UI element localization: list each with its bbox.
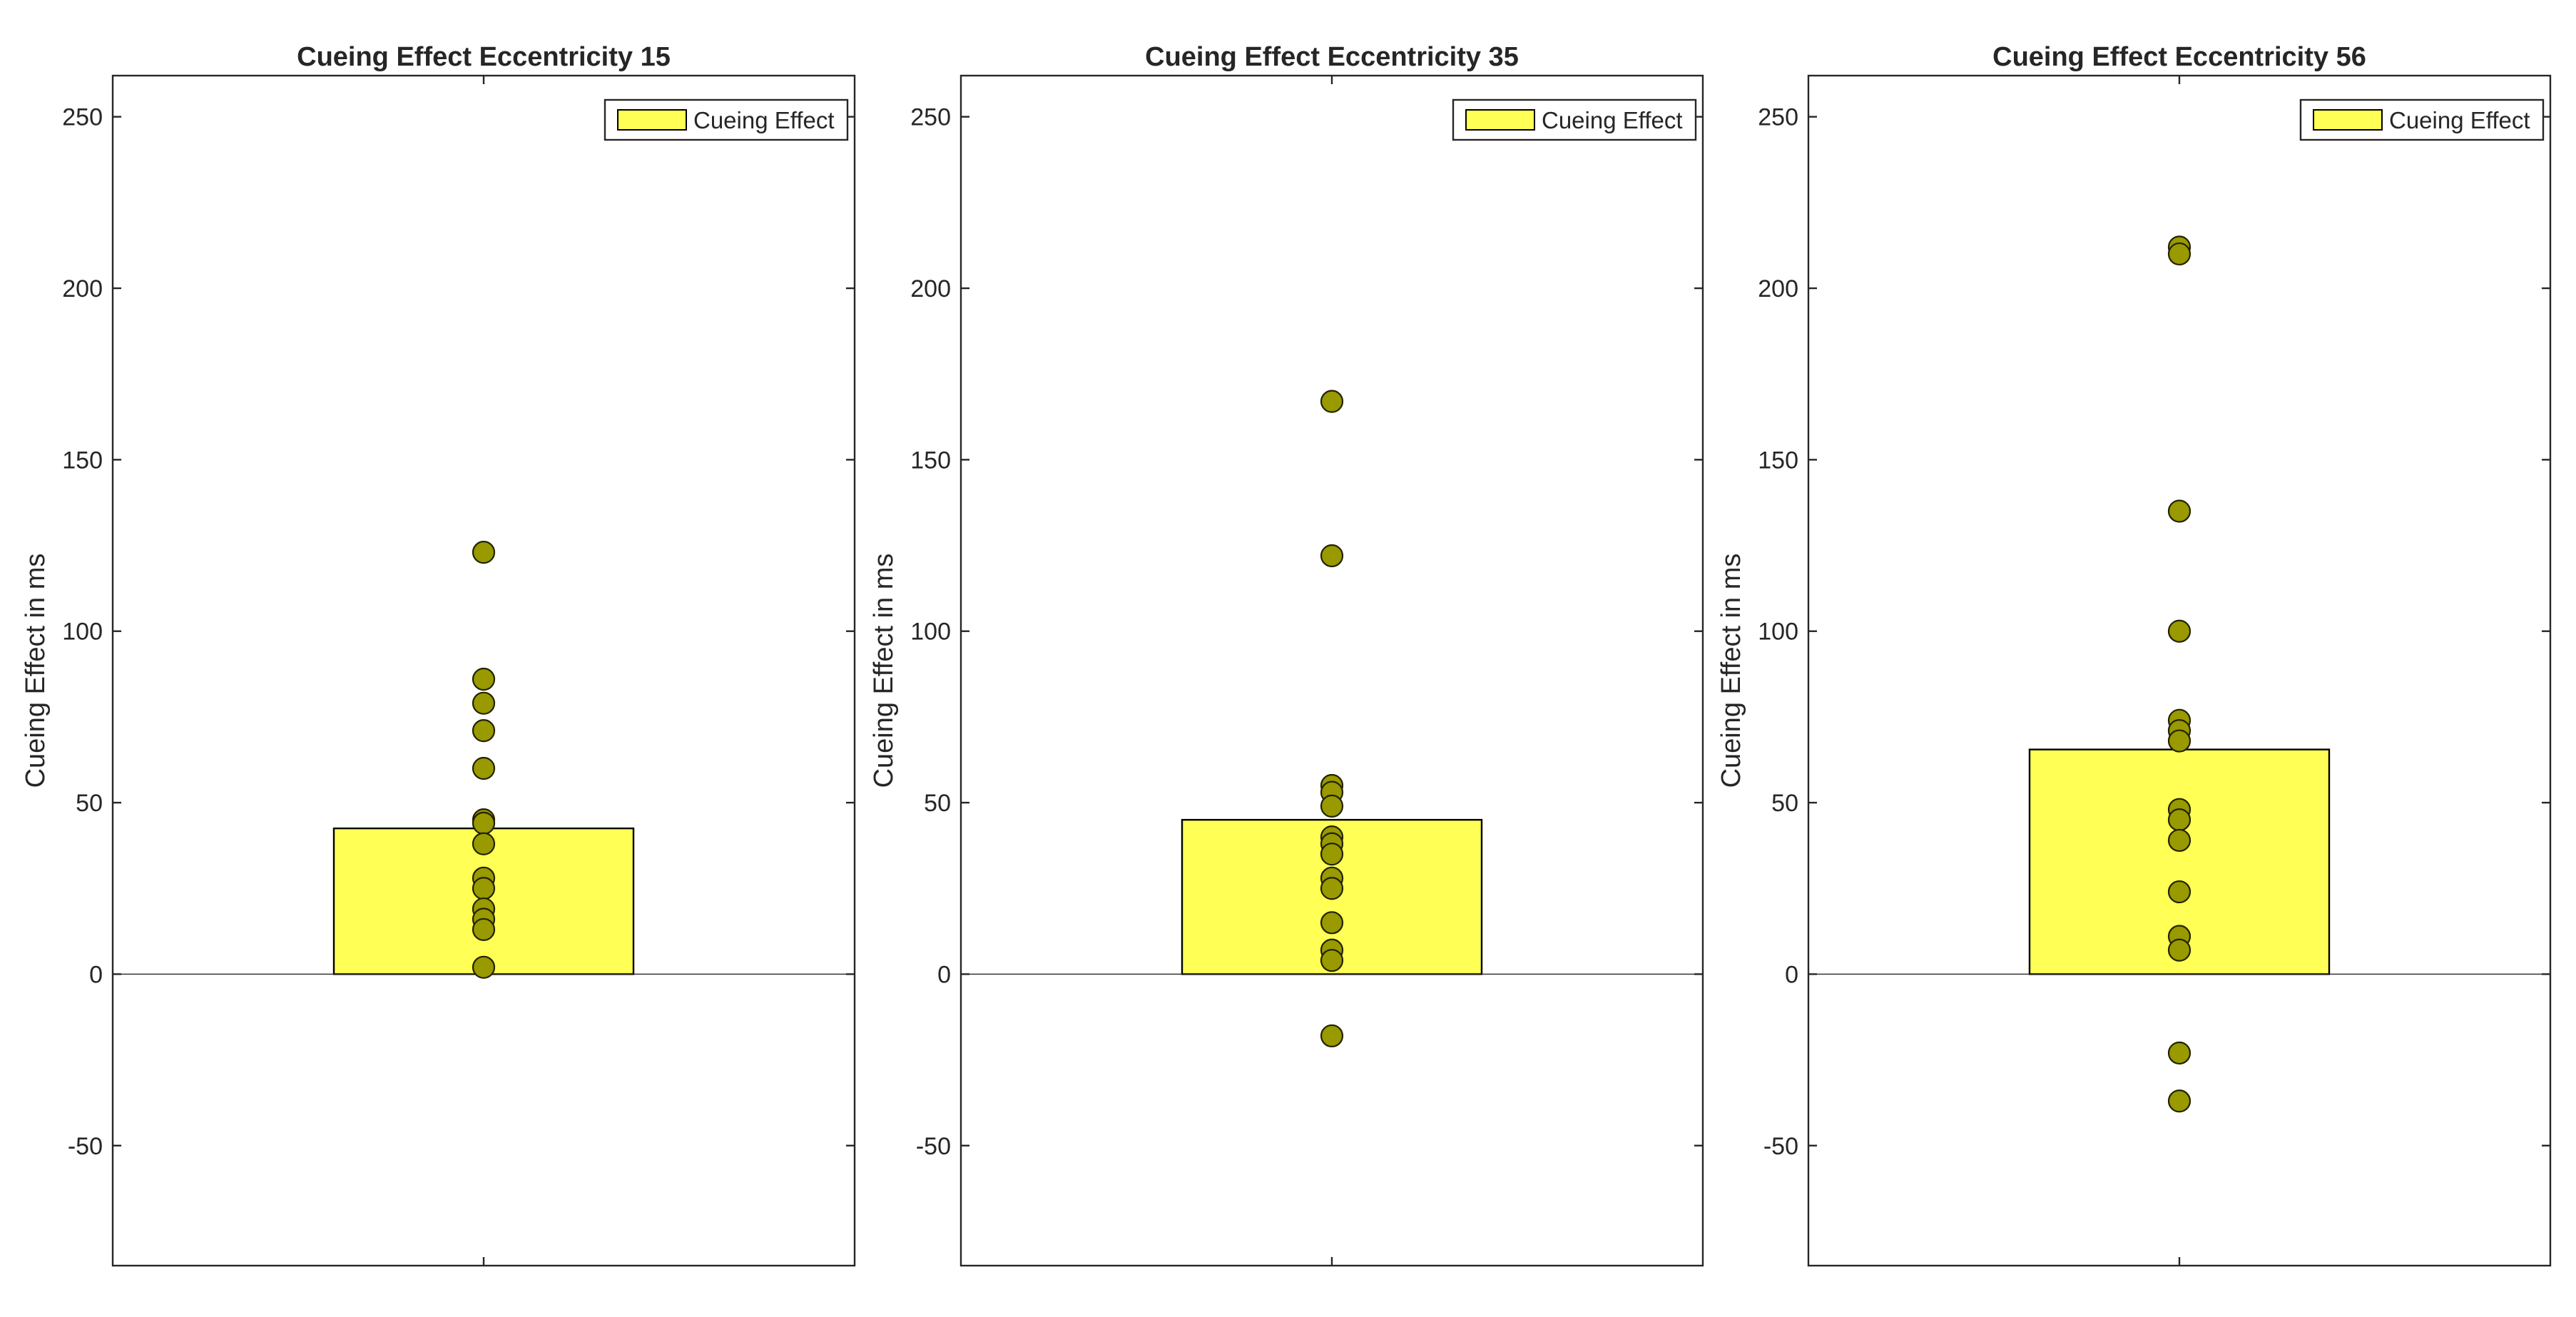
chart-1-point-1 <box>472 541 496 564</box>
chart-2-title: Cueing Effect Eccentricity 35 <box>1145 42 1519 72</box>
chart-1-point-5 <box>472 756 496 780</box>
chart-2-point-14 <box>1320 1024 1344 1048</box>
chart-3-ytick-label: 200 <box>1758 275 1798 302</box>
chart-3-point-4 <box>2167 619 2191 643</box>
chart-2-point-13 <box>1320 949 1344 972</box>
chart-3-point-3 <box>2167 499 2191 523</box>
chart-3-point-13 <box>2167 938 2191 962</box>
chart-3-point-2 <box>2167 242 2191 266</box>
chart-1-point-4 <box>472 719 496 743</box>
chart-3-ytick-label: 250 <box>1758 104 1798 131</box>
chart-2-ytick-label: 250 <box>910 104 951 131</box>
chart-2-point-11 <box>1320 911 1344 935</box>
chart-1-point-7 <box>472 811 496 835</box>
chart-2-axes-box <box>959 74 1704 1267</box>
chart-3-legend-swatch <box>2313 109 2383 131</box>
chart-3-ytick-label: 0 <box>1785 961 1798 988</box>
chart-2-legend-label: Cueing Effect <box>1542 107 1683 133</box>
chart-1-title: Cueing Effect Eccentricity 15 <box>297 42 671 72</box>
chart-2-legend-swatch <box>1465 109 1535 131</box>
chart-2-ylabel: Cueing Effect in ms <box>869 554 899 788</box>
chart-2-ytick-label: 50 <box>924 790 951 817</box>
chart-3-ytick-label: -50 <box>1763 1133 1798 1160</box>
chart-1-ytick-label: 100 <box>62 619 103 646</box>
chart-2-point-10 <box>1320 877 1344 900</box>
chart-1-legend-label: Cueing Effect <box>693 107 835 133</box>
chart-2-ytick-label: 200 <box>910 275 951 302</box>
chart-panel-3: -50 0 50 100 150 200 250 Cueing Effect Eccentri… <box>1716 42 2552 1267</box>
chart-1-ylabel: Cueing Effect in ms <box>21 554 51 788</box>
chart-1-legend-box <box>604 98 849 141</box>
chart-2-ytick-label: -50 <box>916 1133 951 1160</box>
chart-1-ytick-label: 50 <box>76 790 103 817</box>
chart-1-ytick-label: 250 <box>62 104 103 131</box>
chart-1-point-10 <box>472 877 496 900</box>
chart-2-ytick-label: 150 <box>910 447 951 474</box>
chart-1-legend-swatch <box>617 109 687 131</box>
chart-2-ytick-label: 100 <box>910 619 951 646</box>
chart-2-point-1 <box>1320 390 1344 413</box>
chart-3-title: Cueing Effect Eccentricity 56 <box>1992 42 2366 72</box>
chart-1-ytick-label: 0 <box>89 961 103 988</box>
chart-3-ylabel: Cueing Effect in ms <box>1716 554 1746 788</box>
chart-3-point-9 <box>2167 808 2191 832</box>
chart-panel-2: -50 0 50 100 150 200 250 Cueing Effect Eccentri… <box>869 42 1704 1267</box>
chart-3-point-7 <box>2167 729 2191 753</box>
chart-panel-1: -50 0 50 100 150 200 250 Cueing Effect Eccentri… <box>21 42 856 1267</box>
chart-1-point-2 <box>472 667 496 691</box>
chart-2-ytick-label: 0 <box>937 961 951 988</box>
chart-1-ytick-label: 150 <box>62 447 103 474</box>
chart-3-legend-label: Cueing Effect <box>2389 107 2530 133</box>
chart-3-ytick-label: 150 <box>1758 447 1798 474</box>
chart-2-point-2 <box>1320 544 1344 568</box>
chart-1-ytick-label: -50 <box>68 1133 103 1160</box>
chart-1-point-8 <box>472 832 496 855</box>
chart-3-point-14 <box>2167 1041 2191 1065</box>
chart-3-ytick-label: 50 <box>1771 790 1798 817</box>
chart-1-point-14 <box>472 955 496 979</box>
chart-1-ytick-label: 200 <box>62 275 103 302</box>
chart-2-point-8 <box>1320 843 1344 866</box>
chart-3-point-15 <box>2167 1089 2191 1113</box>
chart-3-point-11 <box>2167 880 2191 904</box>
chart-2-point-5 <box>1320 794 1344 818</box>
chart-1-point-13 <box>472 917 496 942</box>
chart-3-point-10 <box>2167 828 2191 853</box>
chart-3-ytick-label: 100 <box>1758 619 1798 646</box>
chart-1-point-3 <box>472 691 496 715</box>
